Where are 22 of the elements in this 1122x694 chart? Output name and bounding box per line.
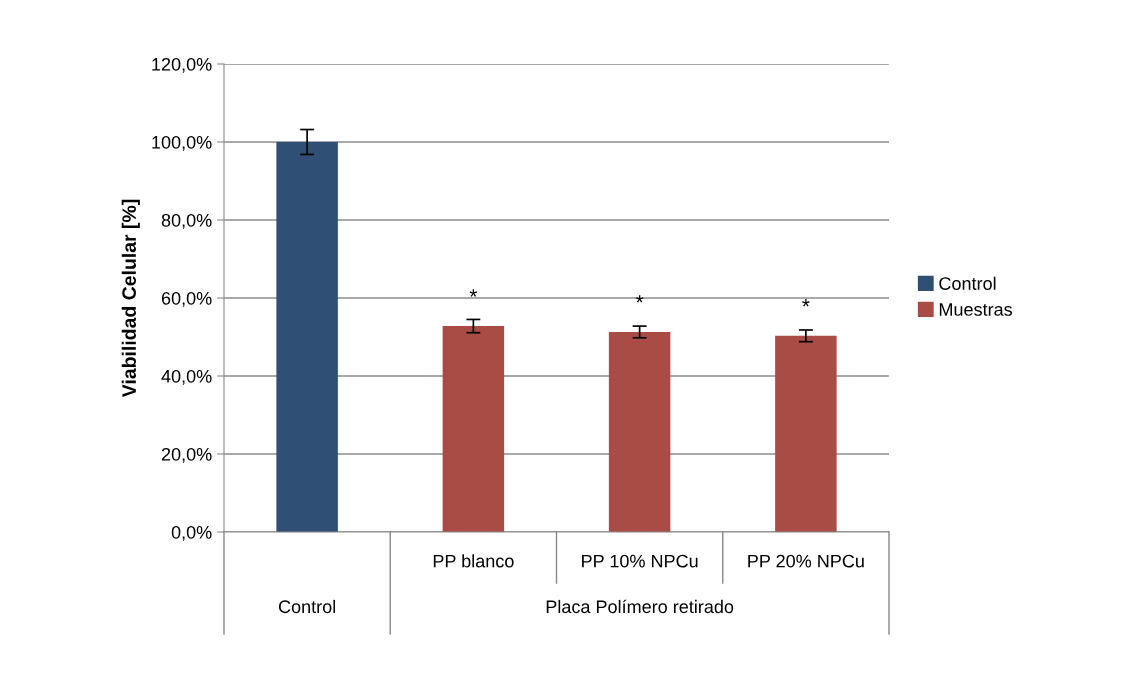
y-tick-label: 20,0% xyxy=(161,447,212,463)
legend-label: Control xyxy=(939,276,996,290)
y-tick-label: 60,0% xyxy=(161,291,212,307)
y-axis-title: Viabilidad Celular [%] xyxy=(121,199,140,398)
annotation: * xyxy=(802,299,810,307)
text: Placa Polímero retirado xyxy=(546,599,734,614)
y-tick-label: 40,0% xyxy=(161,369,212,385)
y-tick-label: 120,0% xyxy=(152,57,212,73)
legend-label: Muestras xyxy=(939,303,1013,316)
bar xyxy=(442,326,505,532)
y-tick-label: 0,0% xyxy=(171,525,212,541)
annotation: * xyxy=(635,295,644,303)
bar xyxy=(775,335,837,532)
x-tick-label: PP blanco xyxy=(433,554,514,568)
x-tick-label: PP 20% NPCu xyxy=(748,554,864,568)
y-tick-label: 80,0% xyxy=(161,213,212,229)
y-tick-label: 100,0% xyxy=(152,135,212,151)
bar xyxy=(608,331,671,532)
annotation: * xyxy=(469,289,478,297)
bar xyxy=(276,142,338,532)
x-tick-label: PP 10% NPCu xyxy=(582,554,698,568)
text: Control xyxy=(278,599,336,614)
